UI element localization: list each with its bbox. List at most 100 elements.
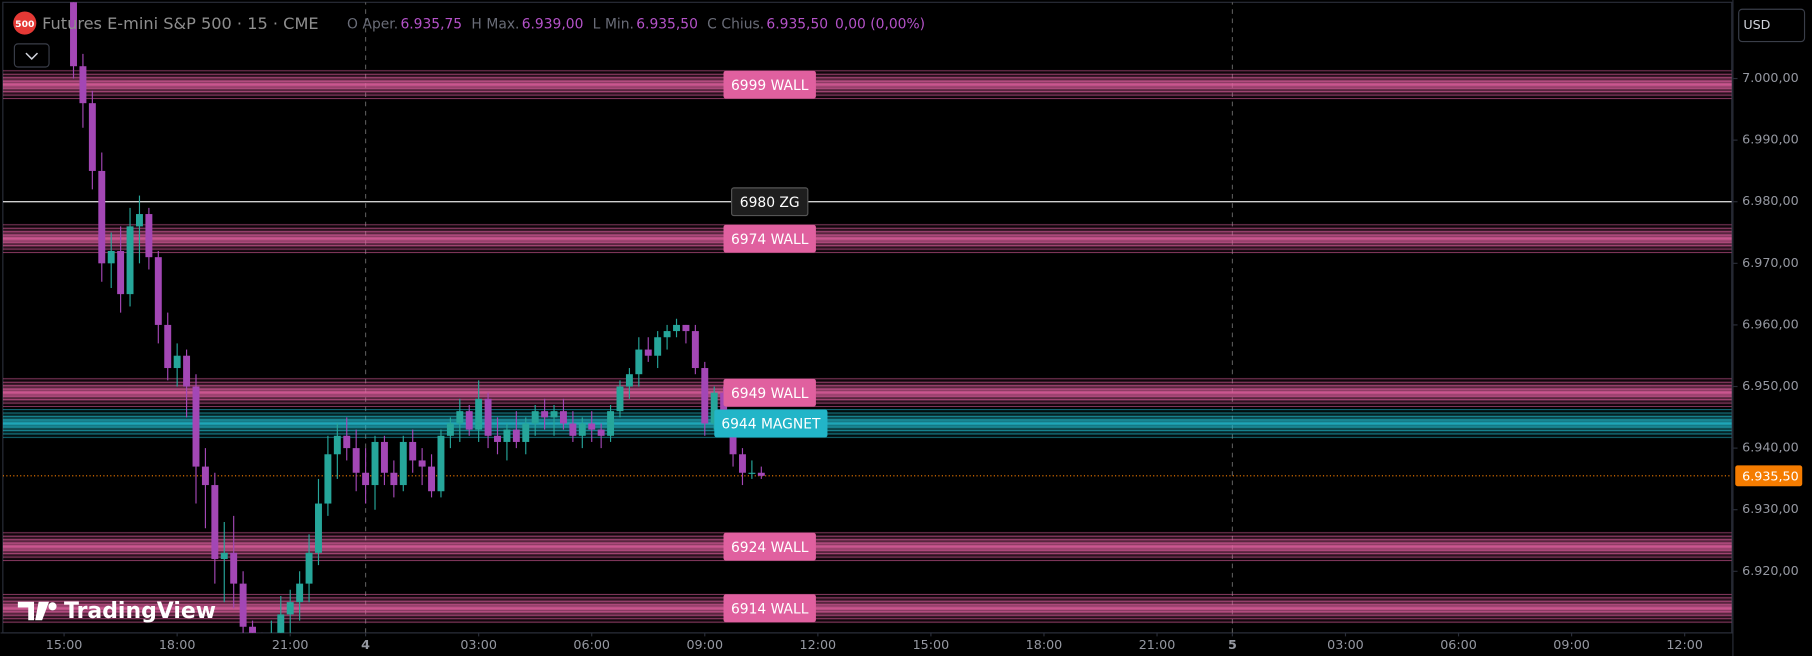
candle-body	[446, 423, 454, 436]
candle-body	[720, 392, 728, 418]
legend-value: 6.935,50	[766, 16, 828, 32]
last-price-tag	[1735, 465, 1803, 487]
candle-body	[70, 2, 77, 67]
y-tick-label: 6.960,00	[1742, 316, 1799, 331]
symbol-badge	[13, 11, 37, 35]
level-label: 6944 MAGNET	[721, 417, 821, 433]
candle-body	[437, 435, 445, 492]
level-label: 6924 WALL	[731, 540, 809, 556]
legend-key: C	[707, 16, 717, 32]
candle-body	[701, 368, 709, 424]
ohlc-legend: O Aper. 6.935,75 H Max. 6.939,00 L Min. 6.935,50…	[347, 16, 925, 32]
candle-body	[201, 466, 209, 486]
level-label: 6949 WALL	[731, 386, 809, 402]
legend-change: 0,00 (0,00%)	[835, 16, 925, 32]
level-label-box	[731, 187, 809, 217]
candle-body	[512, 429, 520, 442]
candle-body	[578, 423, 586, 436]
candle-body	[98, 170, 106, 264]
x-tick-label: 15:00	[913, 637, 950, 652]
candle-body	[88, 103, 96, 171]
candle-body	[286, 602, 294, 615]
candle-body	[635, 349, 643, 375]
candle-body	[173, 355, 181, 369]
candle-body	[484, 398, 492, 436]
level-label-box	[723, 378, 816, 407]
candle-body	[748, 472, 756, 474]
candle-body	[456, 411, 464, 424]
candle-body	[588, 423, 596, 430]
candle-body	[428, 466, 436, 492]
candle-body	[757, 472, 765, 476]
legend-name: Chius.	[721, 16, 764, 32]
legend-name: Max.	[486, 16, 519, 32]
candle-body	[164, 324, 172, 369]
level-label-box	[723, 224, 816, 253]
symbol-badge-text: 500	[15, 19, 34, 30]
plot-area	[2, 2, 1732, 633]
y-tick-label: 6.990,00	[1742, 132, 1799, 147]
candle-body	[550, 411, 558, 418]
x-tick-label: 21:00	[272, 637, 309, 652]
legend-value: 6.935,50	[636, 16, 698, 32]
legend-value: 6.939,00	[522, 16, 584, 32]
level-label: 6980 ZG	[740, 195, 800, 211]
candle-body	[107, 251, 115, 264]
x-tick-label: 18:00	[159, 637, 196, 652]
candle-body	[418, 460, 426, 467]
candle-body	[239, 583, 247, 627]
candle-body	[503, 429, 511, 442]
x-tick-label: 15:00	[46, 637, 83, 652]
candle-body	[607, 411, 615, 436]
x-tick-label: 06:00	[1440, 637, 1477, 652]
candle-body	[531, 411, 539, 424]
candle-body	[710, 392, 718, 424]
candle-body	[663, 331, 671, 338]
candle-body	[409, 441, 417, 461]
candle-body	[352, 448, 360, 473]
candle-body	[249, 626, 256, 633]
legend-key: L	[593, 16, 601, 32]
logo-icon	[17, 601, 50, 621]
level-label-box	[714, 409, 828, 438]
logo-dot	[48, 602, 57, 611]
legend-name: Min.	[605, 16, 634, 32]
candle-body	[569, 423, 577, 436]
candle-body	[343, 435, 351, 449]
level-label: 6974 WALL	[731, 232, 809, 248]
level-label-box	[723, 594, 816, 623]
candle-body	[597, 429, 605, 436]
candle-body	[277, 614, 285, 633]
level-label-box	[723, 70, 816, 99]
x-tick-label: 12:00	[1666, 637, 1703, 652]
candle-body	[79, 66, 87, 104]
logo-text: TradingView	[64, 599, 216, 624]
collapse-button[interactable]	[13, 43, 50, 68]
last-price-label: 6.935,50	[1742, 468, 1799, 483]
collapse-icon	[25, 52, 39, 60]
currency-button[interactable]	[1738, 8, 1806, 43]
candle-body	[559, 411, 567, 424]
candle-body	[399, 441, 407, 486]
candle-body	[305, 552, 313, 584]
candle-body	[333, 435, 341, 455]
y-tick-label: 6.970,00	[1742, 255, 1799, 270]
legend-key: H	[471, 16, 481, 32]
y-tick-label: 6.980,00	[1742, 193, 1799, 208]
legend-name: Aper.	[363, 16, 399, 32]
candle-body	[465, 411, 473, 430]
candle-body	[644, 349, 652, 356]
candle-body	[654, 337, 662, 356]
candle-body	[522, 423, 530, 442]
candle-body	[154, 257, 162, 325]
candle-body	[183, 355, 191, 387]
candle-body	[625, 374, 633, 387]
candle-body	[362, 472, 370, 486]
overlay: 15:00 18:00 21:00 4 03:00 06:00 09:00 12:00 15:0…	[46, 70, 1803, 652]
candle-body	[135, 214, 143, 227]
level-label-box	[723, 532, 816, 561]
candle-body	[475, 398, 483, 430]
x-tick-label: 18:00	[1026, 637, 1063, 652]
candle-body	[145, 214, 153, 258]
